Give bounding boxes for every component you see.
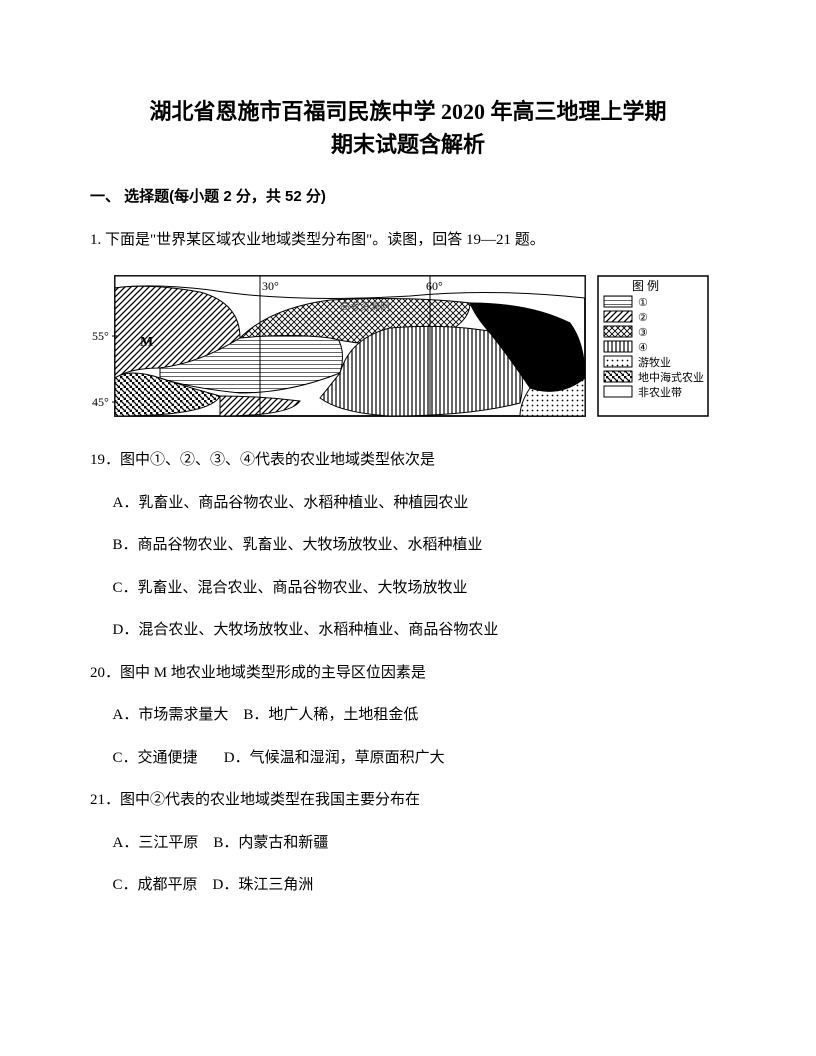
question-19-stem: 19．图中①、②、③、④代表的农业地域类型依次是 — [90, 446, 726, 475]
question-20-stem: 20．图中 M 地农业地域类型形成的主导区位因素是 — [90, 659, 726, 688]
legend-item-5: 游牧业 — [638, 355, 671, 369]
page-title: 湖北省恩施市百福司民族中学 2020 年高三地理上学期 期末试题含解析 — [90, 95, 726, 161]
question-21-stem: 21．图中②代表的农业地域类型在我国主要分布在 — [90, 786, 726, 815]
legend-item-7: 非农业带 — [638, 385, 682, 399]
q21-row-cd: C．成都平原 D．珠江三角洲 — [113, 871, 727, 900]
legend-item-6: 地中海式农业 — [638, 370, 704, 384]
lat-55-label: 55° — [92, 329, 109, 343]
q20-option-d: D．气候温和湿润，草原面积广大 — [224, 750, 445, 766]
title-line-1: 湖北省恩施市百福司民族中学 2020 年高三地理上学期 — [149, 99, 666, 124]
q19-option-b: B．商品谷物农业、乳畜业、大牧场放牧业、水稻种植业 — [113, 531, 727, 560]
q19-option-a: A．乳畜业、商品谷物农业、水稻种植业、种植园农业 — [113, 489, 727, 518]
legend-item-2: ② — [638, 312, 648, 324]
q20-option-a: A．市场需求量大 — [113, 707, 229, 723]
lon-30-label: 30° — [262, 279, 279, 293]
q20-option-c: C．交通便捷 — [113, 750, 198, 766]
question-1-intro: 1. 下面是"世界某区域农业地域类型分布图"。读图，回答 19—21 题。 — [90, 226, 726, 255]
q21-option-b: B．内蒙古和新疆 — [213, 835, 328, 851]
section-1-header: 一、 选择题(每小题 2 分，共 52 分) — [90, 183, 726, 212]
q21-row-ab: A．三江平原 B．内蒙古和新疆 — [113, 829, 727, 858]
region-map-svg: 30° 60° 55° 45° M 高考资源网 图 例 ① ② ③ ④ 游牧业 … — [90, 268, 710, 428]
legend-item-4: ④ — [638, 342, 648, 354]
q20-row-cd: C．交通便捷 D．气候温和湿润，草原面积广大 — [113, 744, 727, 773]
point-m-label: M — [140, 335, 153, 350]
lon-60-label: 60° — [426, 279, 443, 293]
map-figure: 30° 60° 55° 45° M 高考资源网 图 例 ① ② ③ ④ 游牧业 … — [90, 268, 710, 428]
map-watermark: 高考资源网 — [340, 300, 390, 313]
q20-row-ab: A．市场需求量大 B．地广人稀，土地租金低 — [113, 701, 727, 730]
legend-item-3: ③ — [638, 327, 648, 339]
q21-option-c: C．成都平原 — [113, 877, 198, 893]
q20-option-b: B．地广人稀，土地租金低 — [243, 707, 418, 723]
lat-45-label: 45° — [92, 395, 109, 409]
q21-option-a: A．三江平原 — [113, 835, 199, 851]
legend-title: 图 例 — [632, 279, 659, 293]
q21-option-d: D．珠江三角洲 — [213, 877, 314, 893]
title-line-2: 期末试题含解析 — [331, 132, 485, 157]
legend-item-1: ① — [638, 297, 648, 309]
q19-option-d: D．混合农业、大牧场放牧业、水稻种植业、商品谷物农业 — [113, 616, 727, 645]
q19-option-c: C．乳畜业、混合农业、商品谷物农业、大牧场放牧业 — [113, 574, 727, 603]
